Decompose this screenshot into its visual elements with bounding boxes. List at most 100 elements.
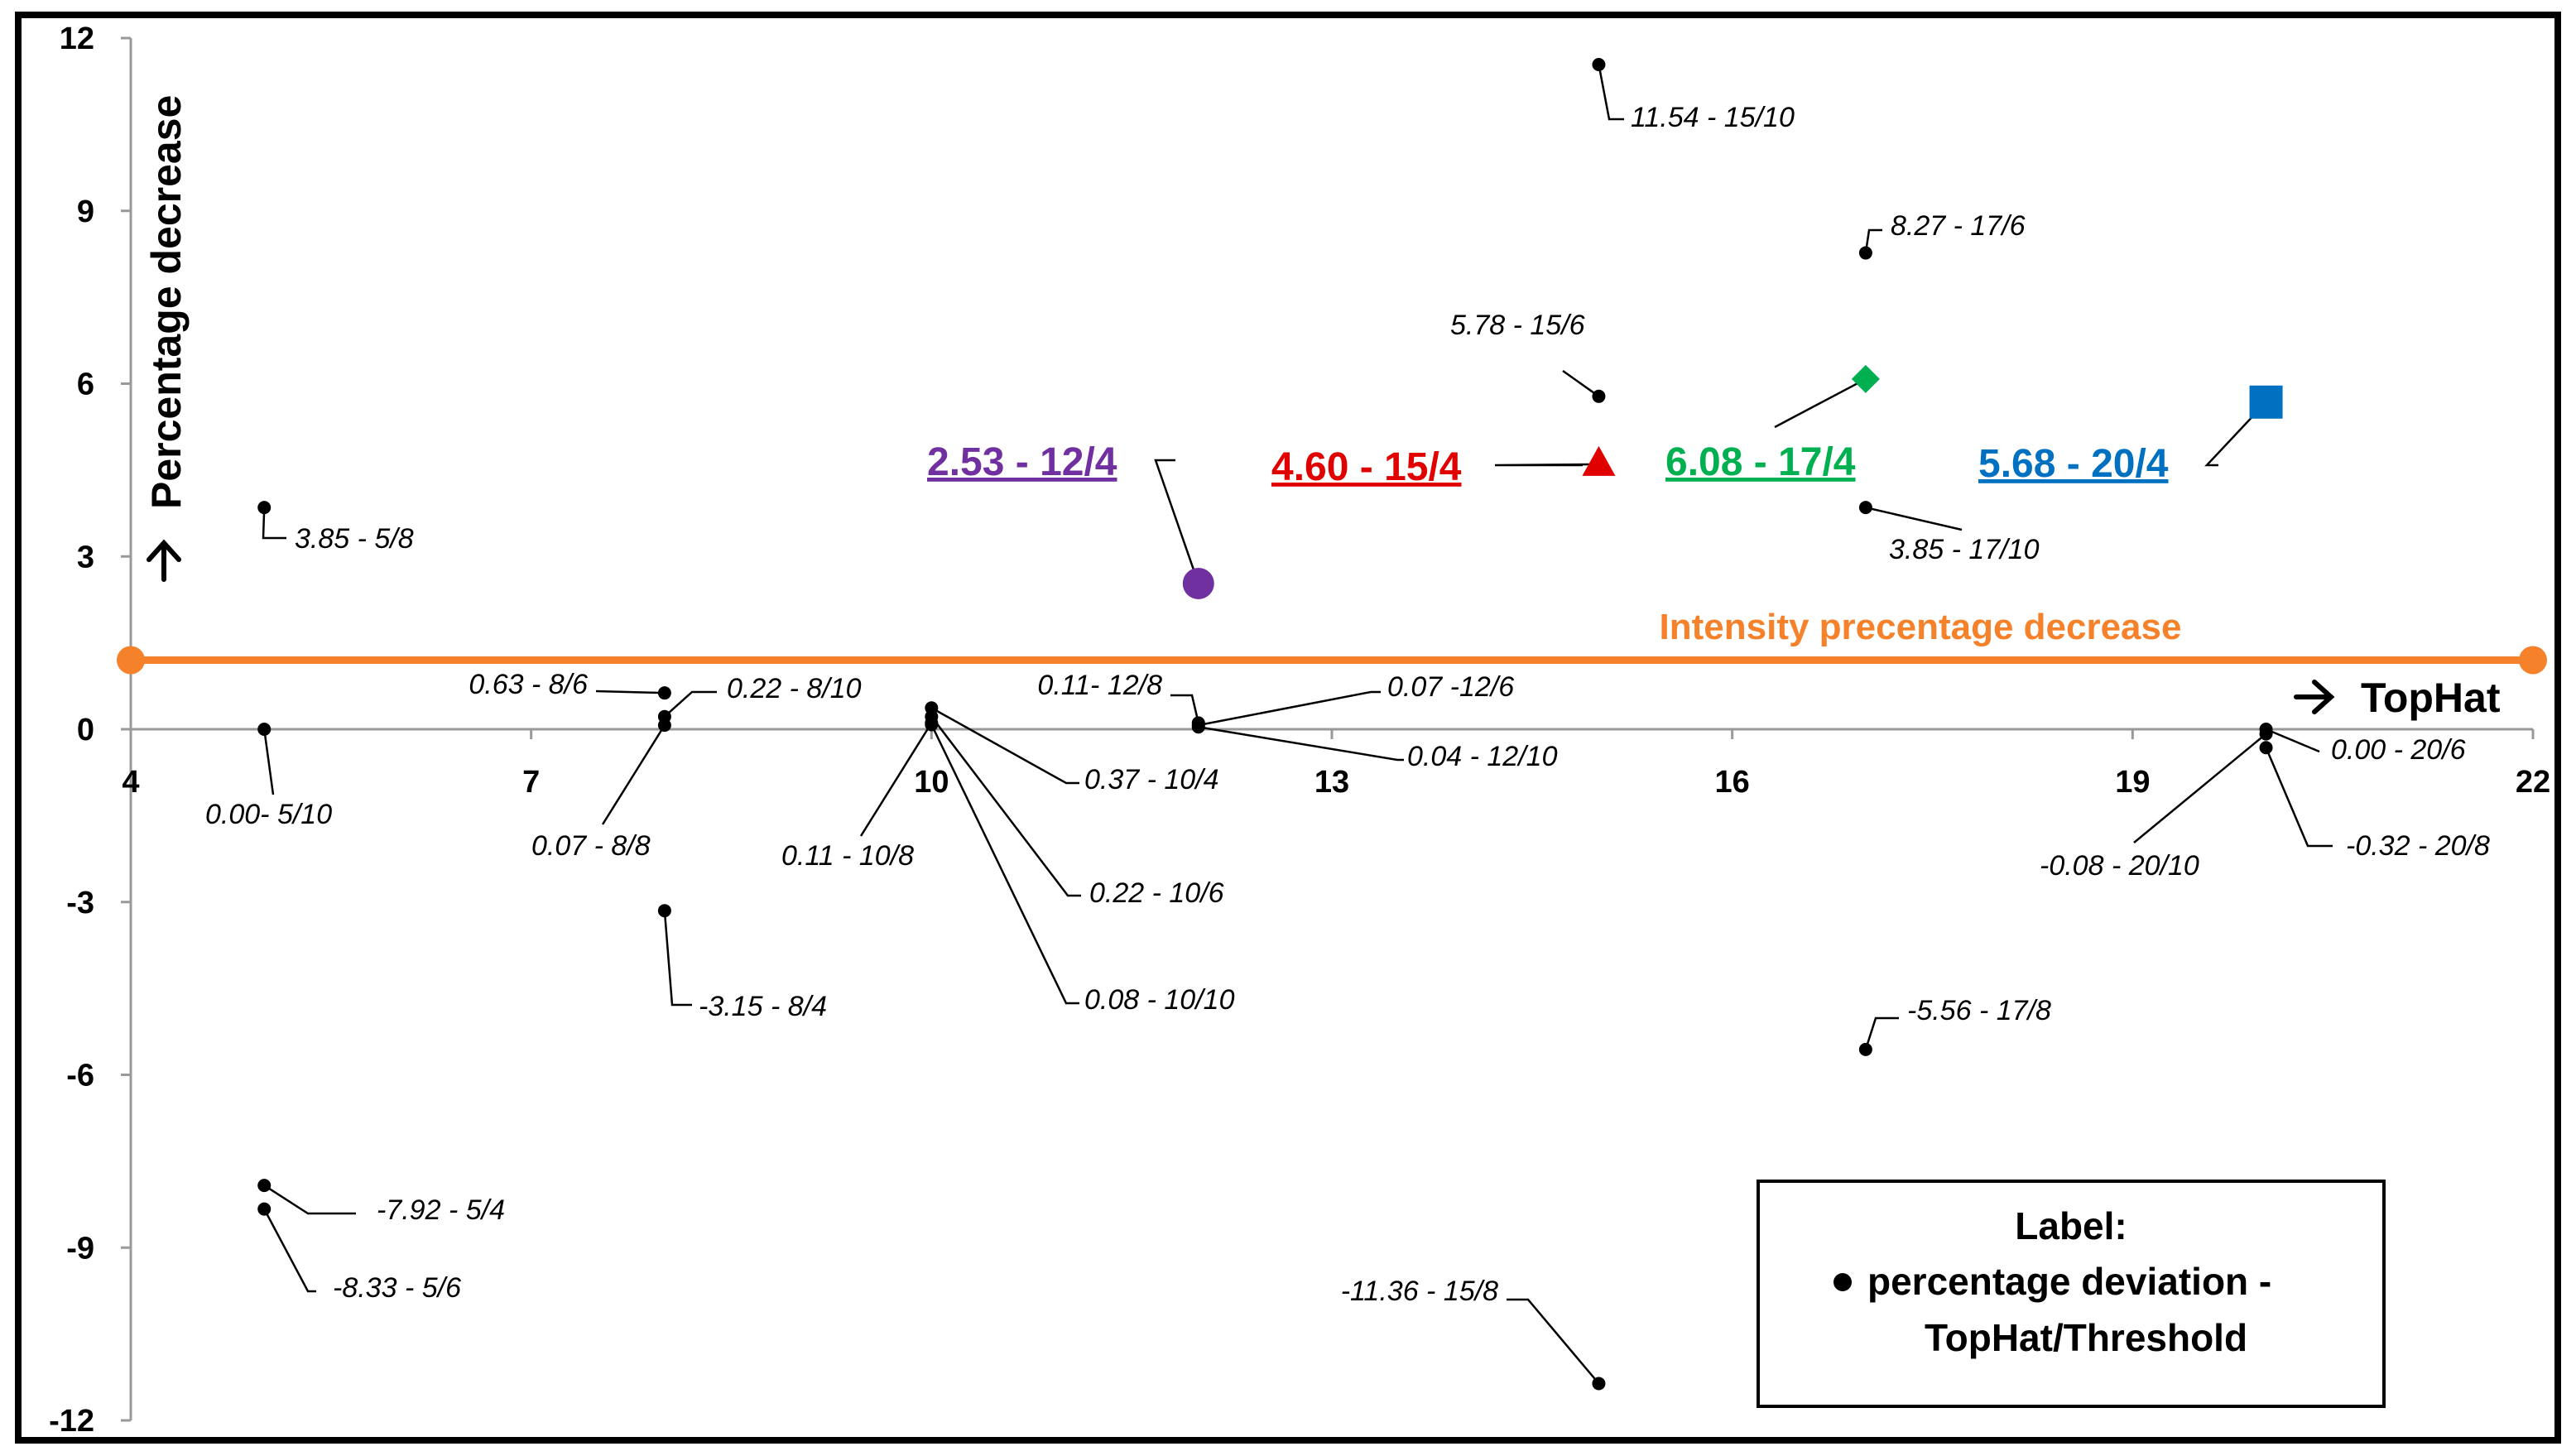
y-tick-label: 3 <box>77 540 94 574</box>
y-tick-label: 0 <box>77 713 94 747</box>
leader-line <box>930 723 1079 1005</box>
highlight-leader-line <box>1154 459 1199 584</box>
data-point <box>1858 246 1872 260</box>
data-point <box>1592 389 1606 403</box>
leader-line <box>263 1209 316 1293</box>
y-tick-label: 6 <box>77 368 94 402</box>
data-label: -8.33 - 5/6 <box>333 1272 461 1304</box>
leader-line <box>1865 506 1963 531</box>
leader-line <box>663 911 692 1007</box>
leader-line <box>1507 1298 1600 1385</box>
legend-marker-icon <box>1833 1273 1852 1291</box>
y-tick-label: -9 <box>66 1231 94 1266</box>
y-tick-label: -3 <box>66 886 94 920</box>
highlight-point-circle <box>1182 567 1214 599</box>
highlight-leader-line <box>1494 463 1599 467</box>
x-axis-title: TopHat <box>2361 675 2501 721</box>
data-label: 3.85 - 17/10 <box>1889 534 2040 565</box>
data-label: 0.63 - 8/6 <box>469 669 588 700</box>
leader-line <box>1198 725 1404 762</box>
data-point <box>257 1202 272 1216</box>
data-label: 0.00- 5/10 <box>205 799 332 830</box>
legend-title: Label: <box>2015 1204 2127 1247</box>
data-label: -3.15 - 8/4 <box>699 991 827 1022</box>
x-tick-label: 7 <box>522 765 540 800</box>
reference-line-right-end <box>2519 646 2547 675</box>
data-point <box>2259 741 2273 755</box>
data-label: 0.08 - 10/10 <box>1084 984 1235 1016</box>
highlight-point-diamond <box>1851 364 1880 393</box>
data-label: 0.22 - 8/10 <box>727 673 862 704</box>
data-label: 0.11- 12/8 <box>1037 670 1162 701</box>
data-labels: 3.85 - 5/8 0.00- 5/10 -7.92 - 5/4 -8.33 - 5… <box>205 102 2490 1307</box>
data-label: 0.00 - 20/6 <box>2331 734 2466 766</box>
data-label: 8.27 - 17/6 <box>1891 210 2026 242</box>
leader-line <box>1598 64 1624 121</box>
highlight-leader-line <box>2204 401 2267 467</box>
leader-line <box>262 728 275 795</box>
leader-line <box>859 722 933 837</box>
y-tick-label: -6 <box>66 1059 94 1093</box>
highlight-leader-line <box>1774 377 1867 429</box>
data-label: 11.54 - 15/10 <box>1631 102 1795 133</box>
data-point <box>657 904 671 918</box>
data-label: 0.11 - 10/8 <box>781 840 914 872</box>
data-point <box>257 1179 272 1193</box>
leader-line <box>1562 369 1600 397</box>
y-tick-label: -12 <box>49 1404 94 1439</box>
chart-border <box>15 12 2561 1444</box>
leader-line <box>2265 747 2333 848</box>
highlight-label: 6.08 - 17/4 <box>1665 440 1856 484</box>
data-label: -0.32 - 20/8 <box>2346 830 2490 862</box>
reference-line-label: Intensity precentage decrease <box>1660 607 2182 647</box>
leader-line <box>2133 733 2267 843</box>
x-tick-label: 19 <box>2115 765 2150 800</box>
x-tick-label: 13 <box>1314 765 1349 800</box>
leader-line <box>595 690 665 694</box>
leader-line <box>930 715 1081 897</box>
leader-lines <box>262 64 2333 1385</box>
highlight-points: 2.53 - 12/4 4.60 - 15/4 6.08 - 17/4 5.68 - … <box>927 364 2283 599</box>
leader-line <box>1864 1016 1899 1050</box>
highlight-label: 4.60 - 15/4 <box>1271 445 1462 489</box>
leader-line <box>2266 728 2320 753</box>
leader-line <box>262 507 286 540</box>
data-point <box>2259 727 2273 741</box>
x-axis-arrow-icon <box>2294 680 2335 714</box>
highlight-label: 5.68 - 20/4 <box>1978 442 2169 486</box>
data-point <box>1858 501 1872 515</box>
highlight-point-square <box>2249 385 2283 419</box>
reference-line-left-end <box>117 646 145 675</box>
leader-line <box>1170 694 1199 723</box>
data-label: -11.36 - 15/8 <box>1341 1276 1498 1307</box>
data-label: -5.56 - 17/8 <box>1907 995 2051 1026</box>
y-tick-label: 12 <box>60 22 94 56</box>
y-axis-title-group: Percentage decrease <box>143 95 190 582</box>
data-label: 0.07 - 8/8 <box>531 830 651 862</box>
data-label: 3.85 - 5/8 <box>295 523 414 555</box>
x-axis-title-group: TopHat <box>2294 675 2501 721</box>
legend: Label: percentage deviation - TopHat/Thr… <box>1757 1180 2386 1408</box>
y-axis-arrow-icon <box>147 539 181 582</box>
data-label: 0.07 -12/6 <box>1387 671 1514 703</box>
highlight-label: 2.53 - 12/4 <box>927 440 1117 484</box>
data-point <box>1191 720 1205 734</box>
data-point <box>657 718 671 733</box>
leader-line <box>263 1185 356 1215</box>
data-point <box>1592 1377 1606 1391</box>
legend-line-2: TopHat/Threshold <box>1925 1316 2247 1359</box>
leader-line <box>930 707 1079 785</box>
reference-line-group: Intensity precentage decrease <box>117 607 2547 675</box>
data-points <box>257 58 2273 1391</box>
data-label: -7.92 - 5/4 <box>377 1194 505 1226</box>
tick-labels: 12 9 6 3 0 -3 -6 -9 -12 4 7 10 13 16 19 22 <box>49 22 2550 1439</box>
y-tick-label: 9 <box>77 195 94 229</box>
x-tick-label: 16 <box>1715 765 1750 800</box>
leader-line <box>601 724 666 825</box>
highlight-point-triangle <box>1582 445 1616 476</box>
data-point <box>257 723 272 736</box>
data-label: 0.04 - 12/10 <box>1407 741 1558 772</box>
data-label: 0.22 - 10/6 <box>1089 877 1224 909</box>
data-point <box>1592 58 1606 72</box>
